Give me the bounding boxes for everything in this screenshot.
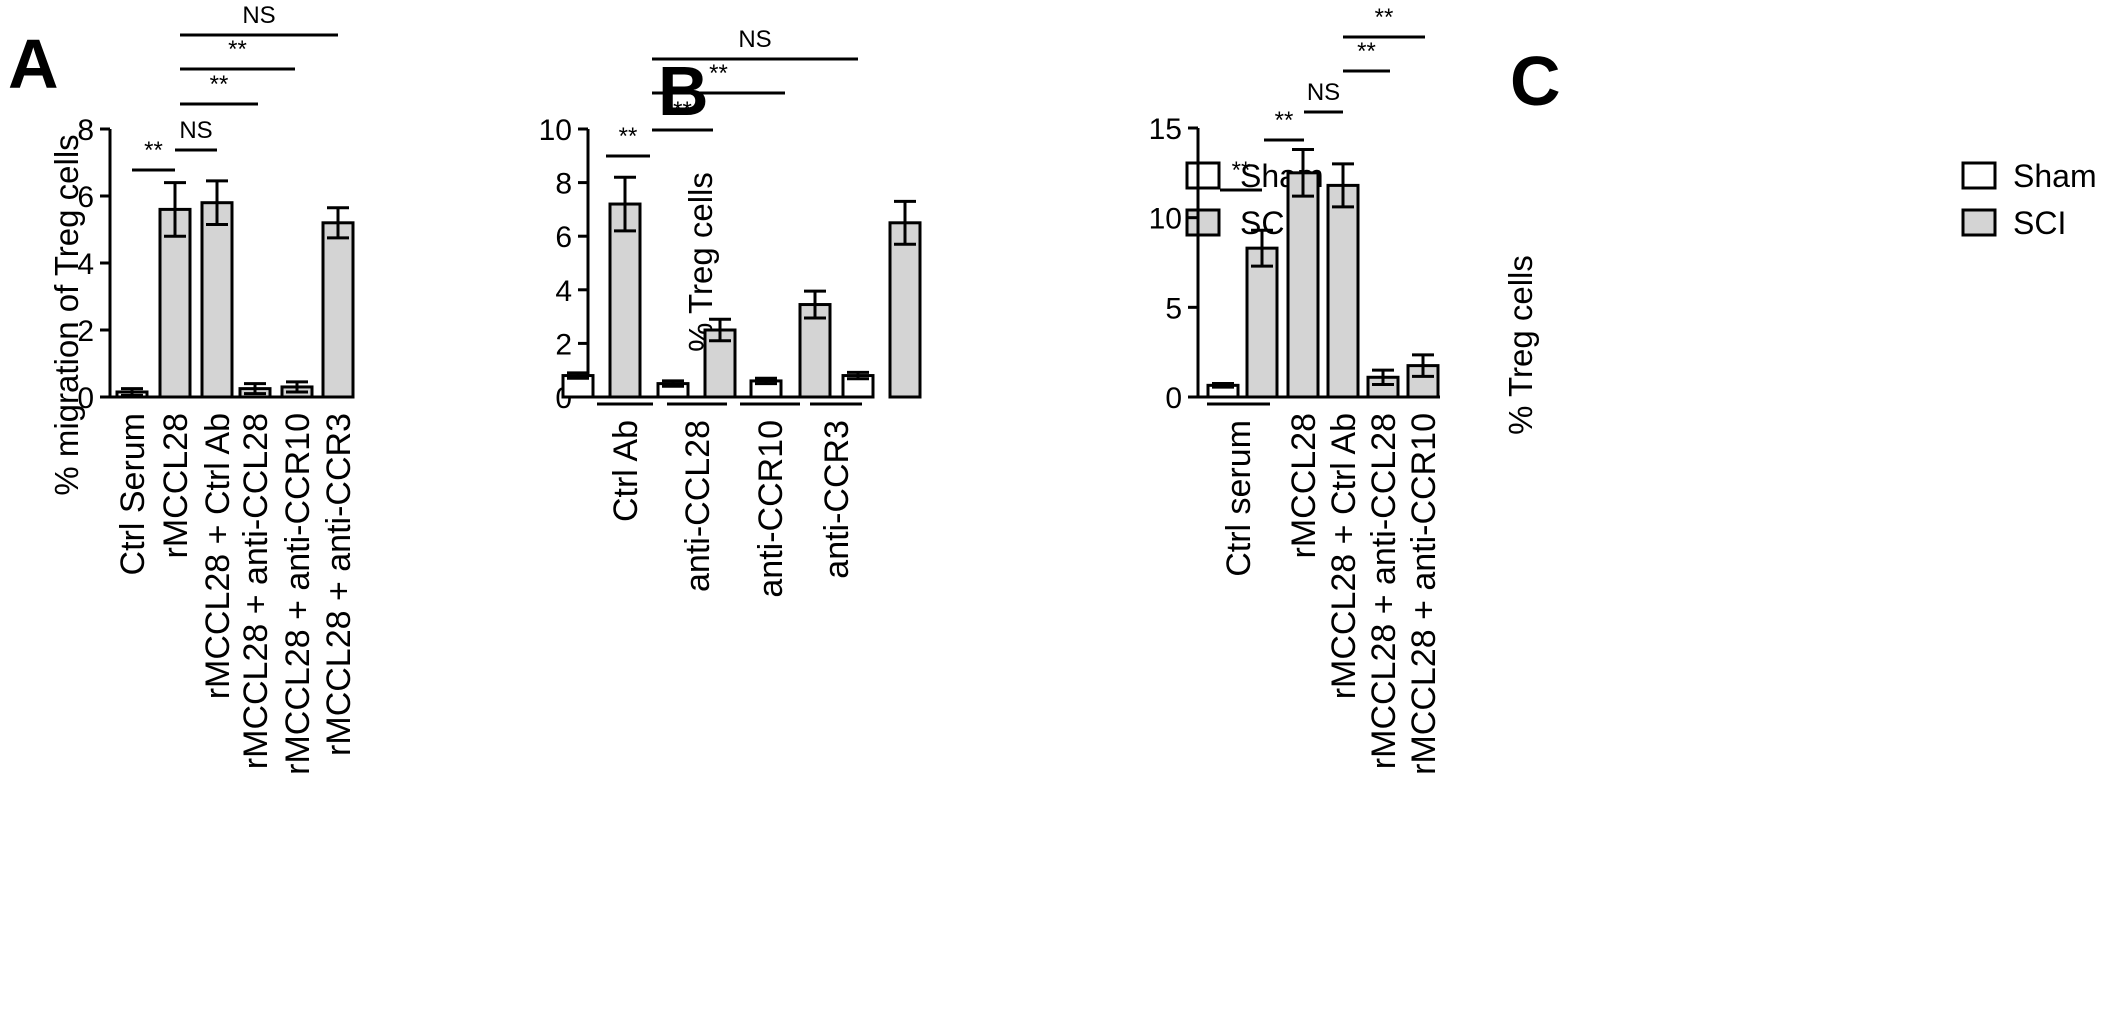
panel-b-label: B — [658, 52, 709, 130]
panel-c-category: rMCCL28 + Ctrl Ab — [1325, 413, 1363, 699]
panel-a-label: A — [8, 25, 59, 103]
panel-a: A % migration of Treg cells 0 2 4 6 8 Ct… — [8, 2, 358, 775]
panel-b-group-label: anti-CCR3 — [818, 420, 856, 579]
panel-c-legend-swatch-sci — [1961, 208, 1997, 237]
panel-c: C % Treg cells 0 5 10 15 Ctrl serum rMCC… — [1149, 4, 2097, 775]
panel-c-legend-swatch-sham — [1961, 161, 1997, 190]
panel-c-ytick: 0 — [1165, 382, 1182, 415]
panel-a-category: rMCCL28 — [157, 413, 195, 558]
panel-b-group-label: anti-CCL28 — [679, 420, 717, 592]
panel-b-group-label: Ctrl Ab — [607, 420, 645, 522]
panel-c-ytick: 10 — [1149, 203, 1182, 236]
panel-a-bar — [200, 201, 234, 399]
panel-a-significance: NS — [179, 117, 212, 144]
panel-a-significance: ** — [210, 71, 229, 98]
panel-b-ytick: 10 — [539, 114, 572, 147]
panel-c-group-label: Ctrl serum — [1220, 420, 1258, 577]
panel-c-category: rMCCL28 + anti-CCR10 — [1405, 413, 1443, 775]
panel-b-significance: ** — [709, 60, 728, 87]
panel-b-significance: ** — [673, 97, 692, 124]
panel-b-legend-swatch-sci — [1185, 208, 1221, 237]
panel-a-bar — [158, 207, 192, 399]
panel-a-category: Ctrl Serum — [114, 413, 152, 575]
panel-b-ytick: 8 — [555, 168, 572, 201]
panel-a-ytick: 2 — [77, 315, 94, 348]
panel-a-ytick: 6 — [77, 181, 94, 214]
panel-c-ylabel: % Treg cells — [1502, 255, 1539, 435]
panel-c-legend-sham: Sham — [2013, 158, 2097, 194]
panel-a-significance: NS — [242, 2, 275, 29]
panel-c-significance: ** — [1232, 157, 1251, 184]
panel-b-sci-bar — [608, 202, 642, 399]
panel-a-significance: ** — [228, 36, 247, 63]
panel-b-legend-sci: SCI — [1240, 205, 1293, 241]
panel-a-ylabel: % migration of Treg cells — [48, 134, 85, 495]
panel-c-legend-sci: SCI — [2013, 205, 2066, 241]
panel-c-bar — [1245, 246, 1279, 399]
panel-a-bar — [321, 221, 355, 399]
panel-b: B % Treg cells 0 2 4 6 8 10 Ctrl Ab anti… — [539, 26, 1324, 598]
panel-c-bar — [1286, 171, 1320, 399]
panel-a-category: rMCCL28 + anti-CCL28 — [237, 413, 275, 769]
panel-c-ytick: 15 — [1149, 113, 1182, 146]
panel-b-significance: NS — [738, 26, 771, 53]
panel-c-category: rMCCL28 — [1285, 413, 1323, 558]
panel-a-category: rMCCL28 + Ctrl Ab — [199, 413, 237, 699]
panel-b-ytick: 2 — [555, 328, 572, 361]
panel-b-ytick: 6 — [555, 221, 572, 254]
panel-c-significance: ** — [1275, 107, 1294, 134]
panel-b-ylabel: % Treg cells — [682, 172, 719, 352]
panel-c-label: C — [1510, 42, 1561, 120]
panel-a-ytick: 8 — [77, 114, 94, 147]
panel-b-sci-bar — [888, 221, 922, 399]
panel-c-bar — [1326, 183, 1360, 399]
panel-c-significance: ** — [1357, 38, 1376, 65]
panel-a-ytick: 4 — [77, 248, 94, 281]
panel-a-category: rMCCL28 + anti-CCR10 — [279, 413, 317, 775]
panel-c-significance: NS — [1307, 79, 1340, 106]
panel-b-significance: ** — [619, 123, 638, 150]
panel-c-ytick: 5 — [1165, 292, 1182, 325]
panel-a-significance: ** — [144, 137, 163, 164]
panel-b-legend-swatch-sham — [1185, 161, 1221, 190]
panel-a-category: rMCCL28 + anti-CCR3 — [320, 413, 358, 756]
panel-c-significance: ** — [1375, 4, 1394, 31]
panel-b-ytick: 4 — [555, 275, 572, 308]
panel-a-ytick: 0 — [77, 382, 94, 415]
panel-b-group-label: anti-CCR10 — [752, 420, 790, 598]
panel-c-category: rMCCL28 + anti-CCL28 — [1365, 413, 1403, 769]
